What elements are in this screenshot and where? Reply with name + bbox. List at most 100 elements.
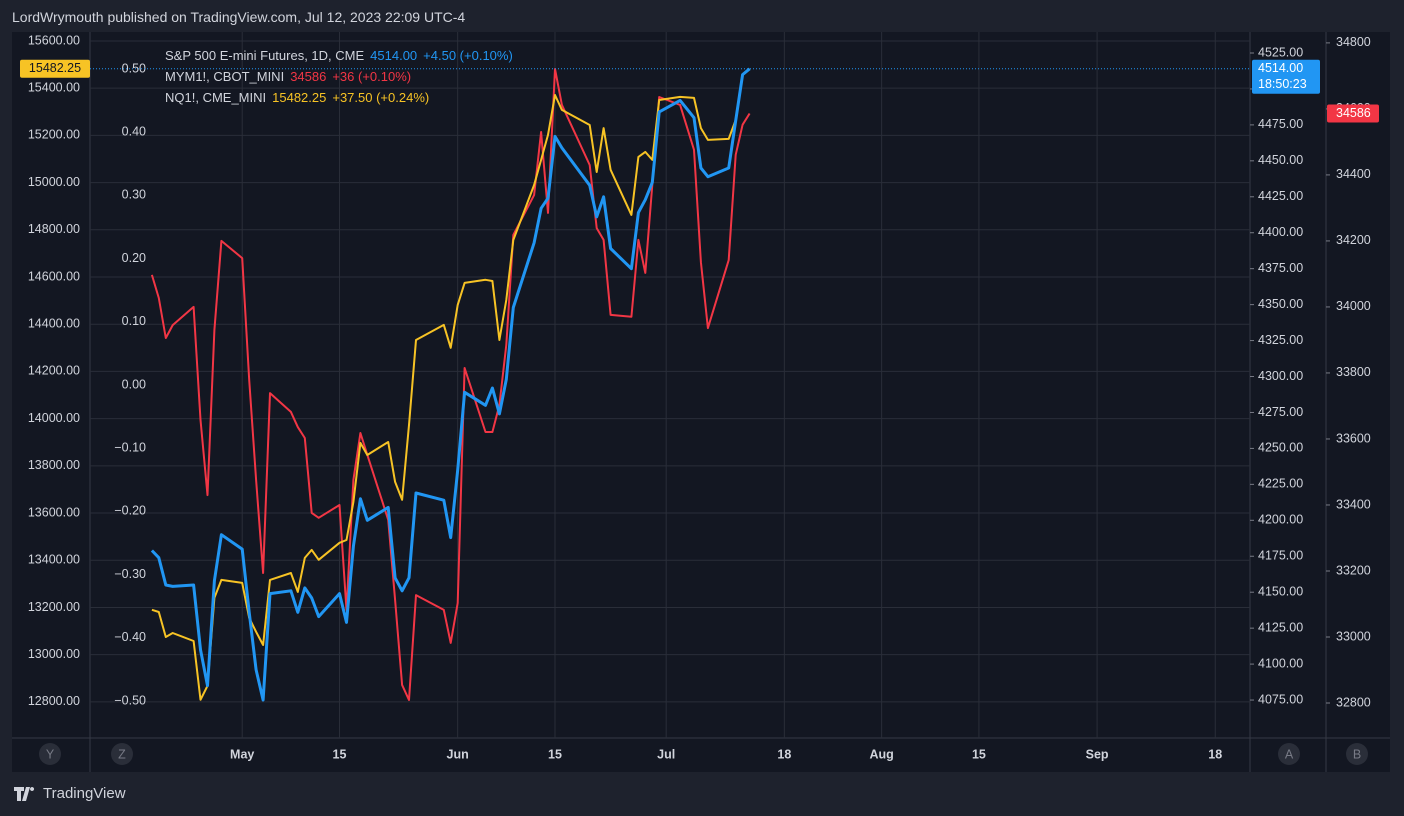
legend-last: 34586 <box>290 69 327 84</box>
series-line <box>150 67 751 702</box>
y-tick-label: 14400.00 <box>28 317 80 331</box>
y-tick-label: 13200.00 <box>28 600 80 614</box>
y4-tick-label: 0.30 <box>122 188 146 202</box>
y-tick-label: 14600.00 <box>28 269 80 283</box>
x-tick-label: Jul <box>657 747 675 761</box>
scale-button[interactable]: Y <box>39 743 61 765</box>
y2-tick-label: 4275.00 <box>1258 405 1303 419</box>
y-tick-label: 14000.00 <box>28 411 80 425</box>
scale-button[interactable]: Z <box>111 743 133 765</box>
y2-tick-label: 4325.00 <box>1258 333 1303 347</box>
y-tick-label: 14800.00 <box>28 222 80 236</box>
x-tick-label: 15 <box>333 747 347 761</box>
button-circle <box>1278 743 1300 765</box>
price-tag-countdown: 18:50:23 <box>1258 77 1307 91</box>
legend-last: 15482.25 <box>272 90 327 105</box>
legend-row: MYM1!, CBOT_MINI 34586 +36 (+0.10%) <box>165 66 519 87</box>
button-circle <box>1346 743 1368 765</box>
y4-tick-label: 0.40 <box>122 124 146 138</box>
price-tag-text: 34586 <box>1336 106 1371 120</box>
y2-tick-label: 4225.00 <box>1258 477 1303 491</box>
y2-tick-label: 4125.00 <box>1258 620 1303 634</box>
y2-tick-label: 4400.00 <box>1258 225 1303 239</box>
y3-tick-label: 32800 <box>1336 695 1371 709</box>
logo <box>14 786 35 801</box>
y3-tick-label: 34000 <box>1336 299 1371 313</box>
x-tick-label: May <box>230 747 254 761</box>
y3-tick-label: 33400 <box>1336 497 1371 511</box>
y4-tick-label: 0.10 <box>122 314 146 328</box>
footer-text: TradingView <box>43 785 126 802</box>
y2-tick-label: 4175.00 <box>1258 549 1303 563</box>
legend-change: +4.50 (+0.10%) <box>423 48 513 63</box>
y3-tick-label: 34200 <box>1336 233 1371 247</box>
legend: S&P 500 E-mini Futures, 1D, CME 4514.00 +4… <box>165 45 519 108</box>
y-tick-label: 15000.00 <box>28 175 80 189</box>
y2-tick-label: 4250.00 <box>1258 441 1303 455</box>
y-tick-label: 12800.00 <box>28 694 80 708</box>
y3-tick-label: 33800 <box>1336 365 1371 379</box>
y2-tick-label: 4300.00 <box>1258 369 1303 383</box>
button-label: Y <box>46 747 55 761</box>
x-tick-label: Aug <box>869 747 893 761</box>
legend-name: MYM1!, CBOT_MINI <box>165 69 285 84</box>
y4-tick-label: −0.40 <box>114 630 146 644</box>
y2-tick-label: 4375.00 <box>1258 261 1303 275</box>
y4-tick-label: −0.50 <box>114 693 146 707</box>
y2-tick-label: 4475.00 <box>1258 117 1303 131</box>
legend-name: NQ1!, CME_MINI <box>165 90 267 105</box>
x-tick-label: Jun <box>447 747 469 761</box>
x-tick-label: 15 <box>972 747 986 761</box>
scale-button[interactable]: B <box>1346 743 1368 765</box>
button-circle <box>111 743 133 765</box>
y4-tick-label: −0.30 <box>114 567 146 581</box>
legend-row: NQ1!, CME_MINI 15482.25 +37.50 (+0.24%) <box>165 87 519 108</box>
y4-tick-label: 0.20 <box>122 251 146 265</box>
x-tick-label: 18 <box>777 747 791 761</box>
header: LordWrymouth published on TradingView.co… <box>12 9 466 25</box>
y3-tick-label: 33200 <box>1336 563 1371 577</box>
legend-change: +37.50 (+0.24%) <box>332 90 430 105</box>
price-tag-text: 4514.00 <box>1258 61 1303 75</box>
price-tag <box>1327 104 1379 123</box>
y2-tick-label: 4425.00 <box>1258 189 1303 203</box>
x-tick-label: Sep <box>1086 747 1109 761</box>
y2-tick-label: 4525.00 <box>1258 45 1303 59</box>
y2-tick-label: 4100.00 <box>1258 656 1303 670</box>
y2-tick-label: 4075.00 <box>1258 692 1303 706</box>
legend-row: S&P 500 E-mini Futures, 1D, CME 4514.00 +4… <box>165 45 519 66</box>
price-tag <box>1252 59 1320 94</box>
y-tick-label: 13400.00 <box>28 553 80 567</box>
y-tick-label: 13800.00 <box>28 458 80 472</box>
y4-tick-label: 0.00 <box>122 377 146 391</box>
y-tick-label: 15600.00 <box>28 33 80 47</box>
y-tick-label: 13600.00 <box>28 505 80 519</box>
y-tick-label: 14200.00 <box>28 364 80 378</box>
button-label: Z <box>118 747 126 761</box>
scale-button[interactable]: A <box>1278 743 1300 765</box>
y-tick-label: 15400.00 <box>28 80 80 94</box>
legend-name: S&P 500 E-mini Futures, 1D, CME <box>165 48 365 63</box>
y2-tick-label: 4200.00 <box>1258 513 1303 527</box>
y4-tick-label: −0.20 <box>114 504 146 518</box>
y3-tick-label: 34400 <box>1336 167 1371 181</box>
y2-tick-label: 4350.00 <box>1258 297 1303 311</box>
chart-bg <box>12 32 1390 772</box>
y3-tick-label: 34800 <box>1336 35 1371 49</box>
button-label: A <box>1285 747 1294 761</box>
series-line <box>150 68 751 701</box>
y-tick-label: 13000.00 <box>28 647 80 661</box>
y2-tick-label: 4450.00 <box>1258 153 1303 167</box>
footer: TradingView <box>14 785 126 802</box>
button-circle <box>39 743 61 765</box>
y2-tick-label: 4150.00 <box>1258 584 1303 598</box>
legend-last: 4514.00 <box>370 48 418 63</box>
legend-change: +36 (+0.10%) <box>332 69 412 84</box>
price-tag <box>20 59 90 78</box>
y3-tick-label: 33000 <box>1336 629 1371 643</box>
y3-tick-label: 33600 <box>1336 431 1371 445</box>
x-tick-label: 15 <box>548 747 562 761</box>
button-label: B <box>1353 747 1361 761</box>
